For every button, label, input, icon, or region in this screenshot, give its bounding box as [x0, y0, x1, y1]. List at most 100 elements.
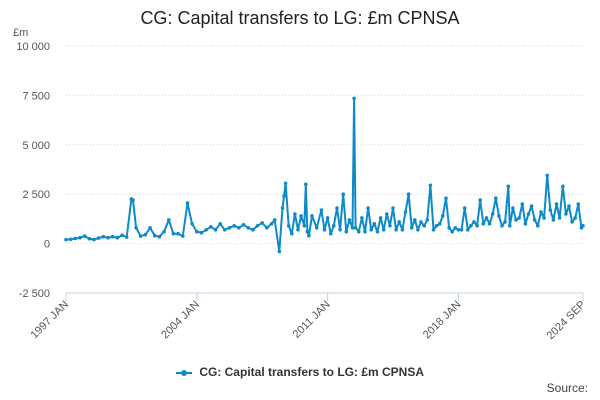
data-point — [567, 204, 571, 208]
data-point — [494, 196, 498, 200]
data-point — [255, 224, 260, 228]
data-point — [293, 212, 297, 216]
data-point — [277, 249, 282, 254]
data-point — [335, 206, 339, 210]
data-point — [157, 234, 162, 239]
chart-title: CG: Capital transfers to LG: £m CPNSA — [140, 8, 460, 28]
data-point — [523, 222, 528, 226]
data-point — [322, 228, 327, 232]
data-point — [548, 208, 553, 212]
data-point — [148, 226, 152, 230]
legend-label: CG: Capital transfers to LG: £m CPNSA — [199, 365, 425, 379]
y-axis-unit-label: £m — [13, 27, 29, 39]
data-point — [466, 228, 470, 232]
legend-line-marker-icon — [175, 368, 192, 378]
data-point — [551, 218, 556, 222]
data-point — [484, 216, 489, 220]
data-point — [503, 220, 507, 224]
data-point — [68, 237, 73, 242]
data-point — [218, 222, 222, 226]
y-tick-label: -2 500 — [19, 288, 50, 300]
data-point — [542, 216, 546, 220]
data-point — [394, 228, 398, 232]
data-point — [232, 224, 236, 228]
data-point — [416, 228, 420, 232]
data-point — [388, 224, 392, 228]
data-point — [101, 234, 106, 239]
data-point — [73, 236, 78, 241]
data-point — [508, 224, 512, 228]
x-tick-label: 2018 JAN — [421, 299, 464, 342]
data-point — [526, 212, 531, 216]
data-point — [199, 230, 204, 235]
data-point — [447, 226, 451, 230]
data-point — [360, 216, 364, 220]
data-point — [514, 218, 518, 222]
data-point — [272, 218, 277, 222]
data-point — [106, 235, 110, 240]
data-point — [319, 208, 324, 212]
data-point — [82, 234, 87, 238]
data-point — [213, 228, 218, 232]
data-point — [363, 229, 367, 234]
data-point — [64, 237, 68, 242]
data-point — [428, 183, 433, 188]
y-tick-label: 5 000 — [22, 140, 50, 152]
data-point — [545, 173, 549, 178]
data-point — [341, 192, 346, 196]
data-point — [246, 226, 250, 230]
data-point — [453, 226, 458, 230]
data-point — [302, 224, 307, 228]
data-point — [87, 236, 92, 241]
legend[interactable]: CG: Capital transfers to LG: £m CPNSA — [0, 365, 600, 379]
data-point — [397, 220, 402, 224]
data-point — [385, 212, 389, 216]
data-point — [520, 202, 525, 206]
data-point — [536, 224, 540, 228]
data-point — [96, 236, 101, 240]
data-point — [366, 206, 370, 210]
data-point — [290, 231, 294, 236]
data-point — [204, 228, 208, 232]
data-point — [92, 237, 96, 242]
data-point — [400, 228, 405, 232]
data-point — [422, 224, 427, 228]
data-point — [441, 214, 445, 218]
x-tick-label: 1997 JAN — [28, 299, 71, 342]
data-point — [227, 226, 232, 230]
data-point — [478, 198, 483, 202]
data-point — [444, 196, 448, 200]
y-tick-label: 2 500 — [22, 189, 50, 201]
data-point — [434, 224, 439, 228]
data-point — [497, 214, 501, 218]
data-point — [372, 222, 377, 226]
data-point — [350, 226, 355, 230]
data-point — [167, 218, 171, 222]
data-point — [487, 222, 492, 226]
data-point — [557, 216, 562, 220]
data-point — [554, 202, 559, 206]
data-point — [344, 229, 349, 234]
data-point — [310, 214, 314, 218]
data-point — [181, 234, 185, 238]
data-point — [413, 218, 417, 222]
data-point — [153, 233, 157, 238]
data-point — [481, 222, 486, 226]
data-point — [347, 218, 352, 222]
data-point — [209, 225, 213, 229]
data-point — [472, 220, 476, 224]
data-point — [115, 235, 120, 240]
data-point — [576, 202, 581, 206]
data-point — [378, 216, 383, 220]
data-point — [131, 198, 135, 202]
data-point — [286, 224, 291, 228]
source-label: Source: — [546, 381, 588, 395]
data-point — [260, 221, 265, 225]
data-point — [357, 229, 361, 234]
data-point — [176, 231, 180, 236]
data-point — [195, 229, 199, 234]
data-point — [352, 96, 356, 101]
data-point — [490, 212, 495, 216]
data-point — [282, 194, 286, 198]
